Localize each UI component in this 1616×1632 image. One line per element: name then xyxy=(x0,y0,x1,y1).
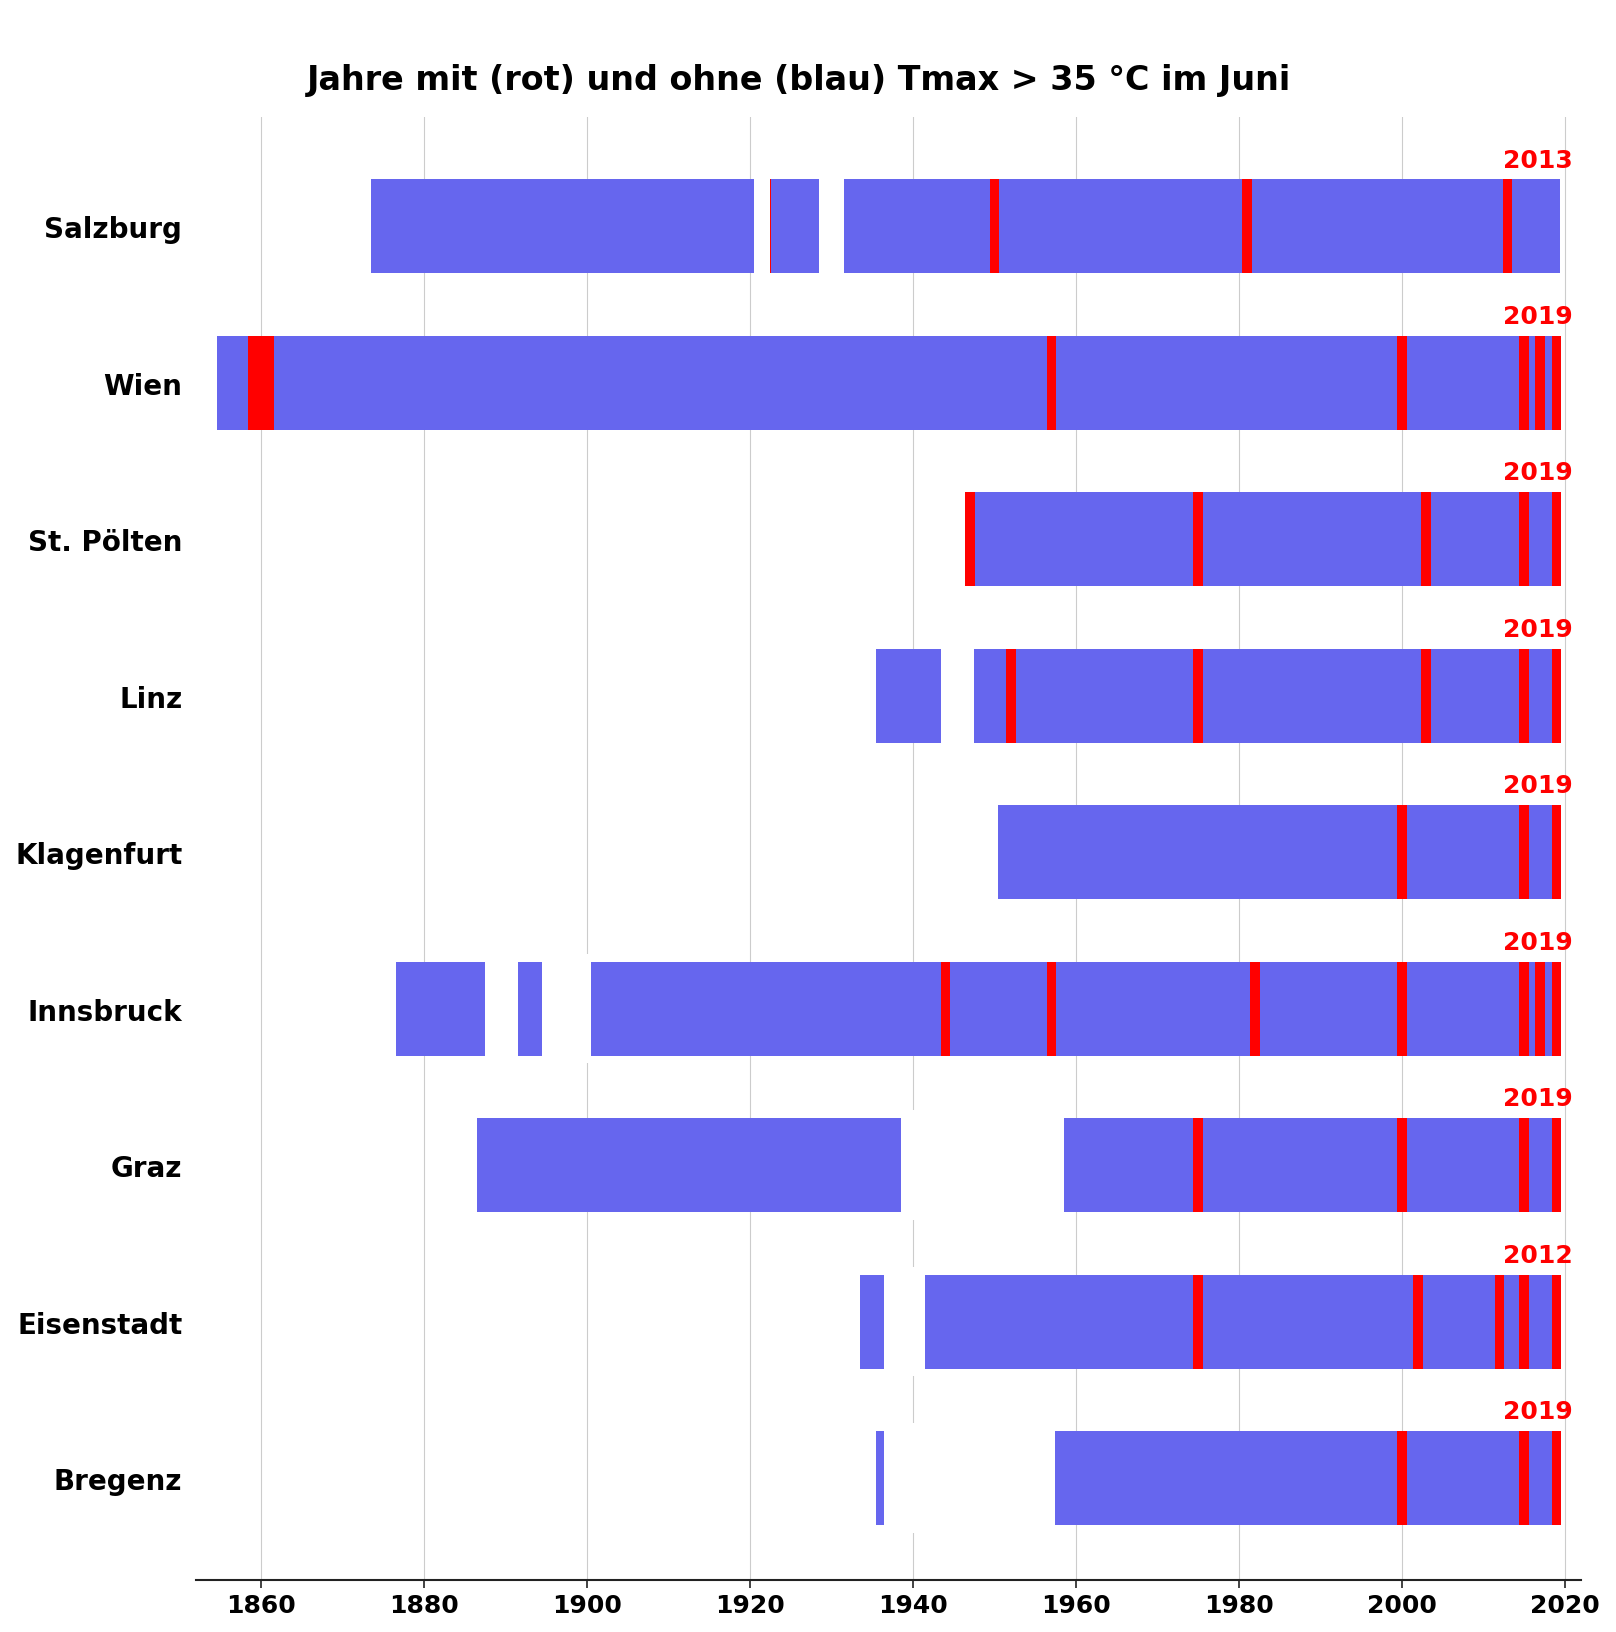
Bar xyxy=(543,955,591,1064)
Text: 2019: 2019 xyxy=(1503,617,1572,641)
Bar xyxy=(1535,963,1545,1056)
Bar xyxy=(1519,650,1529,743)
Bar xyxy=(1519,1275,1529,1369)
Bar xyxy=(1519,493,1529,588)
Bar xyxy=(1193,650,1202,743)
Bar xyxy=(1047,1431,1561,1526)
Bar xyxy=(884,1266,924,1376)
Bar xyxy=(1519,1118,1529,1213)
Bar xyxy=(1412,1275,1422,1369)
Bar xyxy=(583,963,1561,1056)
Bar xyxy=(1551,336,1561,431)
Bar xyxy=(1193,1118,1202,1213)
Bar xyxy=(974,650,1561,743)
Bar xyxy=(1396,1118,1406,1213)
Bar xyxy=(477,1118,908,1213)
Text: 2019: 2019 xyxy=(1503,1400,1572,1423)
Bar xyxy=(1193,493,1202,588)
Bar xyxy=(941,963,950,1056)
Bar xyxy=(1396,336,1406,431)
Bar xyxy=(249,336,259,431)
Bar xyxy=(1420,650,1432,743)
Bar xyxy=(1420,493,1432,588)
Text: 2013: 2013 xyxy=(1503,149,1572,173)
Bar xyxy=(1047,336,1057,431)
Text: 2019: 2019 xyxy=(1503,930,1572,955)
Bar xyxy=(1396,963,1406,1056)
Bar xyxy=(1551,1431,1561,1526)
Bar xyxy=(1551,963,1561,1056)
Bar xyxy=(1519,1431,1529,1526)
Text: 2019: 2019 xyxy=(1503,1087,1572,1111)
Bar xyxy=(509,963,551,1056)
Bar xyxy=(217,336,1561,431)
Bar xyxy=(485,955,517,1064)
Bar xyxy=(908,1118,918,1213)
Bar xyxy=(876,650,942,743)
Bar xyxy=(884,1423,1055,1532)
Text: Jahre mit (rot) und ohne (blau) Tmax > 35 °C im Juni: Jahre mit (rot) und ohne (blau) Tmax > 3… xyxy=(307,64,1291,96)
Bar xyxy=(257,336,267,431)
Bar xyxy=(1495,1275,1504,1369)
Bar xyxy=(1551,493,1561,588)
Bar xyxy=(265,336,275,431)
Bar xyxy=(1519,963,1529,1056)
Bar xyxy=(999,806,1561,899)
Bar xyxy=(989,180,999,274)
Bar xyxy=(1005,650,1015,743)
Bar xyxy=(1396,1431,1406,1526)
Bar xyxy=(860,1275,892,1369)
Bar xyxy=(1519,336,1529,431)
Bar xyxy=(1551,1118,1561,1213)
Bar xyxy=(1193,1275,1202,1369)
Bar xyxy=(372,180,1561,274)
Bar xyxy=(396,963,493,1056)
Bar xyxy=(1396,806,1406,899)
Bar xyxy=(819,173,844,282)
Bar xyxy=(942,641,974,751)
Bar xyxy=(1535,336,1545,431)
Text: 2019: 2019 xyxy=(1503,462,1572,485)
Bar xyxy=(1551,650,1561,743)
Bar xyxy=(1055,1118,1561,1213)
Bar xyxy=(1519,806,1529,899)
Bar xyxy=(1047,963,1057,1056)
Bar xyxy=(1503,180,1513,274)
Bar xyxy=(755,173,771,282)
Bar xyxy=(1551,806,1561,899)
Text: 2019: 2019 xyxy=(1503,774,1572,798)
Bar xyxy=(965,493,974,588)
Bar xyxy=(916,1275,1561,1369)
Bar xyxy=(1243,180,1252,274)
Bar xyxy=(761,180,771,274)
Text: 2019: 2019 xyxy=(1503,305,1572,328)
Bar xyxy=(1251,963,1260,1056)
Bar xyxy=(900,1111,1063,1221)
Text: 2012: 2012 xyxy=(1503,1244,1572,1266)
Bar xyxy=(1551,1275,1561,1369)
Bar xyxy=(966,493,1561,588)
Bar xyxy=(876,1431,892,1526)
